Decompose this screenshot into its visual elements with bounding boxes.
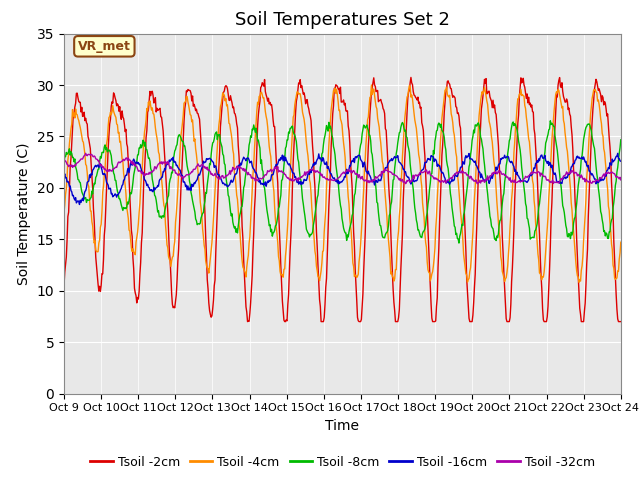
Tsoil -4cm	[367, 82, 375, 88]
Tsoil -2cm	[214, 208, 221, 214]
Tsoil -32cm	[411, 173, 419, 179]
Tsoil -4cm	[184, 99, 192, 105]
Tsoil -8cm	[455, 240, 463, 246]
Tsoil -2cm	[70, 110, 78, 116]
Tsoil -16cm	[70, 195, 78, 201]
Y-axis label: Soil Temperature (C): Soil Temperature (C)	[17, 143, 31, 285]
Tsoil -2cm	[428, 315, 436, 321]
Tsoil -8cm	[70, 159, 78, 165]
Legend: Tsoil -2cm, Tsoil -4cm, Tsoil -8cm, Tsoil -16cm, Tsoil -32cm: Tsoil -2cm, Tsoil -4cm, Tsoil -8cm, Tsoi…	[85, 451, 600, 474]
Tsoil -16cm	[428, 153, 435, 158]
Tsoil -4cm	[127, 245, 135, 251]
Line: Tsoil -32cm: Tsoil -32cm	[64, 153, 621, 184]
Tsoil -32cm	[474, 181, 481, 187]
Tsoil -4cm	[60, 210, 68, 216]
Tsoil -16cm	[128, 162, 136, 168]
Tsoil -32cm	[214, 176, 222, 181]
Tsoil -16cm	[411, 179, 419, 184]
Tsoil -8cm	[60, 160, 68, 166]
Tsoil -32cm	[82, 150, 90, 156]
Tsoil -32cm	[617, 177, 625, 183]
Tsoil -8cm	[547, 118, 554, 124]
Tsoil -4cm	[428, 275, 435, 281]
Tsoil -16cm	[214, 172, 222, 178]
Line: Tsoil -4cm: Tsoil -4cm	[64, 85, 621, 282]
Tsoil -8cm	[127, 191, 135, 197]
Tsoil -4cm	[70, 110, 78, 116]
Text: VR_met: VR_met	[78, 40, 131, 53]
Tsoil -32cm	[128, 158, 136, 164]
Tsoil -2cm	[184, 86, 192, 92]
Tsoil -16cm	[60, 173, 68, 179]
Tsoil -16cm	[76, 202, 83, 207]
Tsoil -32cm	[70, 164, 78, 169]
Tsoil -16cm	[614, 150, 621, 156]
Tsoil -4cm	[214, 144, 221, 149]
Tsoil -2cm	[127, 228, 135, 233]
Tsoil -32cm	[60, 156, 68, 161]
Tsoil -32cm	[185, 172, 193, 178]
Tsoil -2cm	[412, 95, 419, 100]
Tsoil -16cm	[185, 187, 193, 193]
Tsoil -8cm	[410, 197, 418, 203]
Tsoil -2cm	[244, 319, 252, 324]
Tsoil -4cm	[617, 240, 625, 245]
Line: Tsoil -2cm: Tsoil -2cm	[64, 77, 621, 322]
Tsoil -16cm	[617, 158, 625, 164]
Tsoil -4cm	[575, 279, 583, 285]
Tsoil -8cm	[426, 180, 434, 186]
Tsoil -2cm	[407, 74, 415, 80]
Tsoil -8cm	[184, 167, 192, 173]
Line: Tsoil -16cm: Tsoil -16cm	[64, 153, 621, 204]
Title: Soil Temperatures Set 2: Soil Temperatures Set 2	[235, 11, 450, 29]
Tsoil -4cm	[411, 117, 419, 123]
Tsoil -8cm	[214, 137, 221, 143]
X-axis label: Time: Time	[325, 419, 360, 433]
Tsoil -32cm	[428, 172, 435, 178]
Tsoil -2cm	[617, 319, 625, 324]
Tsoil -8cm	[617, 137, 625, 143]
Tsoil -2cm	[60, 283, 68, 288]
Line: Tsoil -8cm: Tsoil -8cm	[64, 121, 621, 243]
